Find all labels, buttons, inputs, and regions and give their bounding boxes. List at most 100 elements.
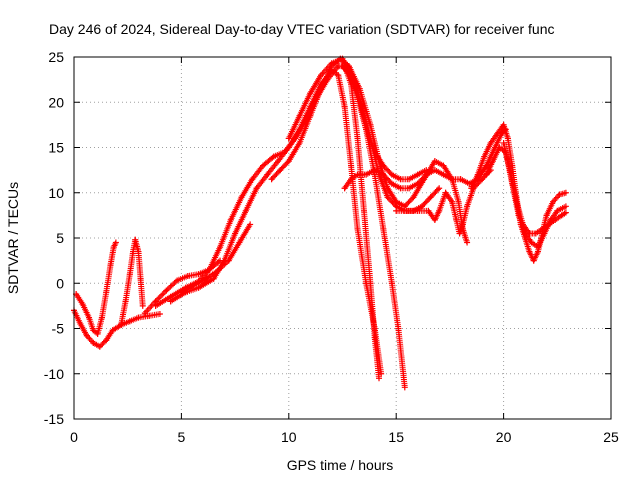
data-point — [468, 185, 475, 192]
data-point — [225, 257, 232, 264]
data-point — [126, 318, 133, 325]
data-point — [423, 171, 430, 178]
data-point — [414, 171, 421, 178]
data-point — [519, 221, 526, 228]
data-point — [534, 244, 541, 251]
data-point — [376, 158, 383, 165]
data-point — [360, 207, 367, 214]
data-point — [109, 327, 116, 334]
data-point — [562, 189, 569, 196]
data-point — [318, 85, 325, 92]
data-point — [474, 171, 481, 178]
data-point — [496, 144, 503, 151]
y-axis-label: SDTVAR / TECUs — [5, 182, 21, 294]
data-point — [440, 162, 447, 169]
y-axis-ticks: -15 -10 -5 0 5 10 15 20 25 — [44, 49, 611, 427]
data-point — [318, 72, 325, 79]
data-point — [242, 207, 249, 214]
data-point — [152, 302, 159, 309]
data-point — [436, 207, 443, 214]
data-point — [431, 167, 438, 174]
data-point — [384, 185, 391, 192]
data-point — [528, 239, 535, 246]
data-point — [217, 244, 224, 251]
x-axis-ticks: 0 5 10 15 20 25 — [70, 57, 619, 445]
x-tick-label: 5 — [178, 429, 186, 445]
data-point — [401, 384, 408, 391]
data-point — [371, 325, 378, 332]
data-point — [425, 207, 432, 214]
data-point — [296, 126, 303, 133]
y-tick-label: -10 — [44, 366, 64, 382]
data-point — [354, 225, 361, 232]
data-point — [406, 176, 413, 183]
data-point — [126, 271, 133, 278]
data-point — [487, 139, 494, 146]
data-point — [442, 189, 449, 196]
data-point — [440, 171, 447, 178]
data-point — [397, 176, 404, 183]
data-point — [532, 230, 539, 237]
data-point — [562, 209, 569, 216]
data-point — [354, 135, 361, 142]
series-arc-2 — [73, 239, 119, 337]
data-point — [348, 162, 355, 169]
data-point — [110, 244, 117, 251]
data-point — [356, 85, 363, 92]
data-point — [393, 198, 400, 205]
data-point — [466, 180, 473, 187]
x-tick-label: 20 — [496, 429, 512, 445]
data-point — [163, 287, 170, 294]
data-point — [285, 135, 292, 142]
data-point — [453, 216, 460, 223]
y-tick-label: 25 — [48, 49, 64, 65]
data-point — [414, 180, 421, 187]
y-tick-label: 0 — [56, 275, 64, 291]
data-point — [526, 248, 533, 255]
data-point — [507, 167, 514, 174]
data-point — [436, 185, 443, 192]
data-point — [328, 60, 335, 67]
data-point — [227, 216, 234, 223]
data-point — [285, 144, 292, 151]
y-tick-label: 15 — [48, 140, 64, 156]
data-point — [130, 248, 137, 255]
data-point — [178, 289, 185, 296]
data-point — [414, 207, 421, 214]
data-point — [431, 216, 438, 223]
series-arc-16 — [500, 139, 569, 237]
data-point — [378, 370, 385, 377]
data-point — [464, 239, 471, 246]
data-points — [71, 55, 569, 391]
data-point — [543, 212, 550, 219]
data-point — [545, 221, 552, 228]
data-point — [112, 239, 119, 246]
y-tick-label: -5 — [52, 321, 65, 337]
data-point — [345, 63, 352, 70]
data-point — [236, 239, 243, 246]
data-point — [481, 153, 488, 160]
data-point — [449, 176, 456, 183]
data-point — [550, 198, 557, 205]
data-point — [431, 158, 438, 165]
data-point — [132, 236, 139, 243]
data-point — [189, 282, 196, 289]
data-point — [135, 248, 142, 255]
x-tick-label: 25 — [603, 429, 619, 445]
data-point — [562, 203, 569, 210]
x-tick-label: 10 — [281, 429, 297, 445]
data-point — [307, 90, 314, 97]
data-point — [455, 198, 462, 205]
data-point — [232, 230, 239, 237]
data-point — [371, 167, 378, 174]
grid-lines — [74, 57, 611, 419]
data-point — [418, 203, 425, 210]
data-point — [285, 158, 292, 165]
data-point — [354, 171, 361, 178]
data-point — [388, 180, 395, 187]
data-point — [212, 269, 219, 276]
data-point — [264, 171, 271, 178]
data-point — [249, 176, 256, 183]
data-point — [90, 339, 97, 346]
data-point — [459, 221, 466, 228]
